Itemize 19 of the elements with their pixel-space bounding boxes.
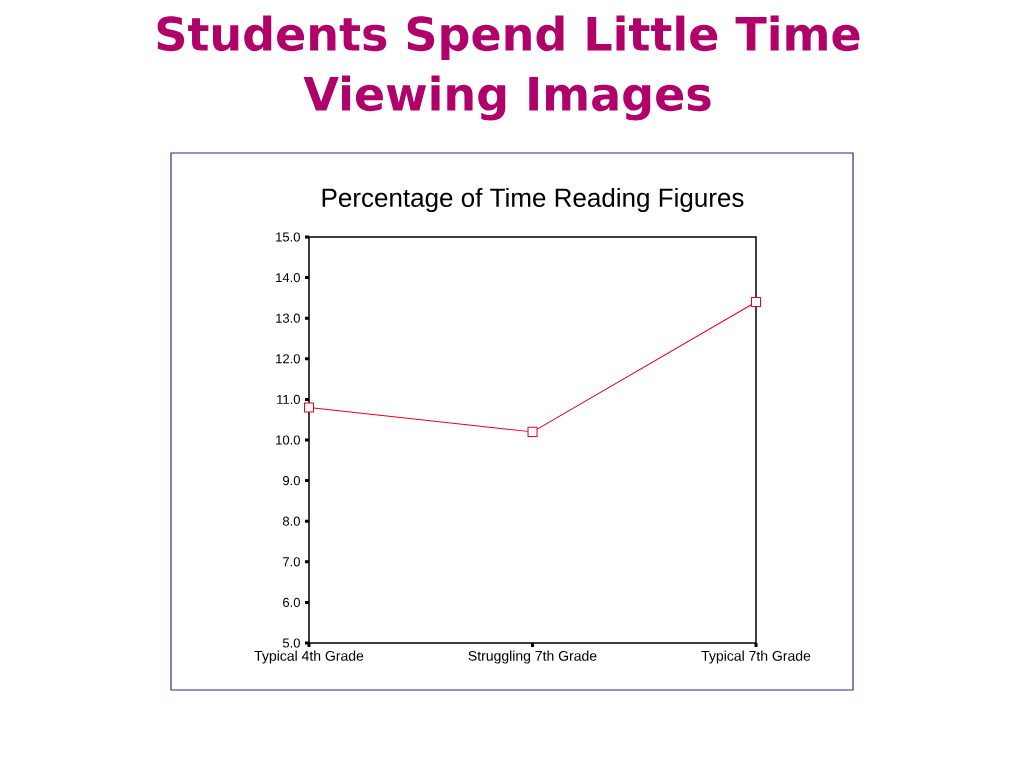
y-tick-label: 11.0 [277, 394, 300, 404]
x-tick-label: Struggling 7th Grade [468, 650, 597, 664]
chart-title: Students Spend Little Time Viewing Images [157, 15, 860, 121]
y-tick-label: 6.0 [283, 597, 300, 607]
y-tick-label: 15.0 [276, 232, 300, 242]
chart-subtitle: Percentage of Time Reading Figures [322, 187, 744, 213]
y-tick-label: 12.0 [276, 354, 300, 364]
y-tick-label: 5.0 [282, 638, 300, 648]
y-tick-label: 13.0 [276, 313, 300, 323]
x-tick-label: Typical 7th Grade [701, 650, 811, 664]
y-tick-label: 8.0 [282, 516, 300, 526]
point [527, 426, 538, 437]
y-tick-label: 7.0 [283, 557, 300, 567]
point [751, 296, 762, 307]
y-tick-label: 14.0 [276, 272, 300, 283]
y-tick-label: 10.0 [276, 435, 300, 445]
point [304, 402, 315, 413]
y-tick-label: 9.0 [283, 475, 300, 486]
x-tick-label: Typical 4th Grade [254, 650, 364, 664]
